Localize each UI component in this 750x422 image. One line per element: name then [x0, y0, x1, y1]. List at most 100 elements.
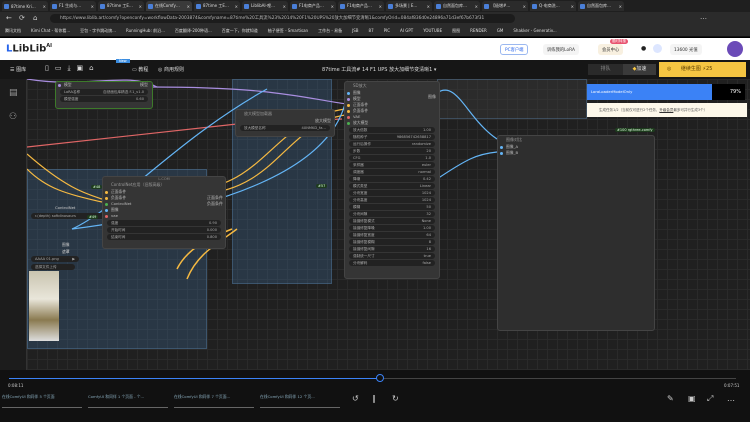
- widget-row[interactable]: 结束时间 0.800: [107, 234, 221, 240]
- upscale-model-select[interactable]: 放大模型名称 4XNMKD_fa…: [240, 125, 330, 131]
- app-icon[interactable]: [653, 44, 662, 53]
- input-port[interactable]: VAE: [345, 114, 439, 120]
- accelerate-button[interactable]: ◆加速: [623, 64, 656, 75]
- bookmark-item[interactable]: 图图: [452, 27, 461, 33]
- widget-row[interactable]: 接缝修复间隙 16: [349, 246, 435, 252]
- widget-row[interactable]: 随机种子 986856742658817: [349, 134, 435, 140]
- widget-row[interactable]: 接缝修复降噪 1.00: [349, 225, 435, 231]
- controlnet-apply-node[interactable]: L.COM ControlNet应用（旧版高级） 正面条件 负面条件 Control…: [102, 176, 226, 249]
- browser-tab[interactable]: 87time Kri… ×: [2, 1, 48, 11]
- close-tab-icon[interactable]: ×: [522, 3, 526, 9]
- output-port[interactable]: 正面条件: [207, 195, 223, 200]
- widget-row[interactable]: 分块解码 false: [349, 260, 435, 266]
- bookmark-item[interactable]: RENDER: [470, 28, 487, 33]
- home-icon[interactable]: ⌂: [33, 14, 38, 22]
- widget-row[interactable]: 分块高度 1024: [349, 197, 435, 203]
- bookmark-item[interactable]: 百度一下，你就知道: [221, 27, 258, 33]
- widget-row[interactable]: 步数 20: [349, 148, 435, 154]
- browser-tab[interactable]: 自然面包库… ×: [434, 1, 480, 11]
- close-tab-icon[interactable]: ×: [570, 3, 574, 9]
- close-tab-icon[interactable]: ×: [330, 3, 334, 9]
- widget-row[interactable]: 采样器 euler: [349, 162, 435, 168]
- widget-row[interactable]: 强制统一尺寸 true: [349, 253, 435, 259]
- browser-tab[interactable]: 87time 工E… ×: [98, 1, 144, 11]
- fullscreen-icon[interactable]: ⤢: [707, 394, 714, 403]
- close-tab-icon[interactable]: ×: [618, 3, 622, 9]
- close-tab-icon[interactable]: ×: [426, 3, 430, 9]
- input-port[interactable]: 图像: [103, 207, 225, 213]
- widget-row[interactable]: 接缝修复模式 None: [349, 218, 435, 224]
- widget-row[interactable]: 接缝修复宽度 64: [349, 232, 435, 238]
- pc-client-button[interactable]: PC客户端: [500, 44, 529, 55]
- bookmark-item[interactable]: 百度翻译-200种语...: [174, 27, 212, 33]
- widget-row[interactable]: 调度器 normal: [349, 169, 435, 175]
- upscale-model-loader-node[interactable]: 放大模型加载器 放大模型 放大模型名称 4XNMKD_fa…: [235, 109, 335, 137]
- input-port[interactable]: 图像_A: [498, 144, 654, 150]
- bookmark-item[interactable]: 工作台 - 易备: [318, 27, 343, 33]
- lora-loader-node[interactable]: 模型 模型 LoRA名称 自然面包库精选 F.1_v1.0 模型强度 0.60: [55, 81, 153, 109]
- close-tab-icon[interactable]: ×: [282, 3, 286, 9]
- widget-row[interactable]: 放大倍数 1.00: [349, 127, 435, 133]
- widget-row[interactable]: 开始时间 0.000: [107, 227, 221, 233]
- bookmark-item[interactable]: YOUTUBE: [423, 28, 443, 33]
- rewind-icon[interactable]: ↺: [352, 394, 359, 403]
- back-icon[interactable]: ←: [6, 14, 12, 22]
- widget-row[interactable]: 模糊 50: [349, 204, 435, 210]
- notification-icon[interactable]: ●: [641, 45, 647, 52]
- lora-output-model[interactable]: 模型: [140, 82, 148, 87]
- bookmark-item[interactable]: RunningHub: 前沿...: [125, 27, 165, 33]
- url-input[interactable]: https://www.liblib.art/comfy?openconfy=w…: [50, 14, 515, 23]
- image-file-select[interactable]: AAAA 01.png ▶: [31, 256, 79, 262]
- input-port[interactable]: 放大模型: [345, 120, 439, 126]
- seek-handle[interactable]: [375, 374, 384, 382]
- bookmark-item[interactable]: PIC: [383, 28, 391, 33]
- image-output[interactable]: 图像: [428, 94, 436, 99]
- taskbar-window[interactable]: ComfyUI 和同伴 1 个页面 - 个...: [88, 390, 168, 408]
- document-icon[interactable]: ▤: [9, 88, 18, 98]
- pen-icon[interactable]: ✎: [667, 394, 674, 403]
- bookmark-item[interactable]: 柚子便签 - Smartisan: [267, 27, 309, 33]
- taskbar-window[interactable]: 在线ComfyUI 和同伴 12 个页...: [260, 390, 340, 408]
- input-port[interactable]: 负面条件: [103, 195, 225, 201]
- close-tab-icon[interactable]: ×: [186, 3, 190, 9]
- widget-row[interactable]: LoRA名称 自然面包库精选 F.1_v1.0: [60, 89, 148, 95]
- close-tab-icon[interactable]: ×: [138, 3, 142, 9]
- lora-input-model[interactable]: 模型: [56, 82, 152, 88]
- widget-row[interactable]: CFG 1.0: [349, 155, 435, 161]
- widget-row[interactable]: 运行后操作 randomize: [349, 141, 435, 147]
- browser-tab[interactable]: Q-电商洗… ×: [530, 1, 576, 11]
- bookmark-item[interactable]: 87: [368, 28, 374, 33]
- bookmark-item[interactable]: Kimi Chat - 帮你看...: [31, 27, 71, 33]
- upscale-model-output[interactable]: 放大模型: [315, 118, 331, 123]
- widget-row[interactable]: 强度 0.90: [107, 220, 221, 226]
- pause-icon[interactable]: ∥: [372, 394, 376, 403]
- widget-row[interactable]: 接缝修复模糊 8: [349, 239, 435, 245]
- widget-row[interactable]: 模型强度 0.60: [60, 96, 148, 102]
- taskbar-window[interactable]: 在线ComfyUI 和同伴 7 个页面...: [174, 390, 254, 408]
- more-icon[interactable]: …: [700, 13, 707, 21]
- bookmark-item[interactable]: Shakker - Generativ...: [513, 28, 557, 33]
- member-center-button[interactable]: 会员中心: [598, 44, 624, 55]
- node-canvas[interactable]: 模型 模型 LoRA名称 自然面包库精选 F.1_v1.0 模型强度 0.60 #48…: [27, 79, 750, 370]
- generate-button[interactable]: ◎ 继续生图 ⚡25: [659, 62, 746, 77]
- browser-tab[interactable]: 87time 工E… ×: [194, 1, 240, 11]
- input-port[interactable]: 图像: [345, 90, 439, 96]
- input-port[interactable]: ControlNet: [103, 201, 225, 207]
- close-tab-icon[interactable]: ×: [234, 3, 238, 9]
- input-port[interactable]: 模型: [345, 96, 439, 102]
- close-tab-icon[interactable]: ×: [474, 3, 478, 9]
- bookmark-item[interactable]: 腾讯文档: [5, 27, 21, 33]
- upload-button[interactable]: 选择文件上传: [31, 264, 75, 270]
- widget-row[interactable]: 分块间隙 32: [349, 211, 435, 217]
- input-port[interactable]: 正面条件: [103, 189, 225, 195]
- file-tools-icons[interactable]: ▯▭⤓▣⌂: [45, 64, 100, 72]
- close-tab-icon[interactable]: ×: [90, 3, 94, 9]
- widget-row[interactable]: 分块宽度 1024: [349, 190, 435, 196]
- widget-row[interactable]: 模式类型 Linear: [349, 183, 435, 189]
- train-lora-button[interactable]: 训练我的LoRA: [543, 44, 579, 55]
- picture-in-picture-icon[interactable]: ▣: [688, 394, 696, 403]
- widget-row[interactable]: 降噪 0.42: [349, 176, 435, 182]
- browser-tab[interactable]: F1电商产品… ×: [290, 1, 336, 11]
- user-avatar[interactable]: [727, 41, 743, 57]
- seek-track[interactable]: [9, 378, 736, 379]
